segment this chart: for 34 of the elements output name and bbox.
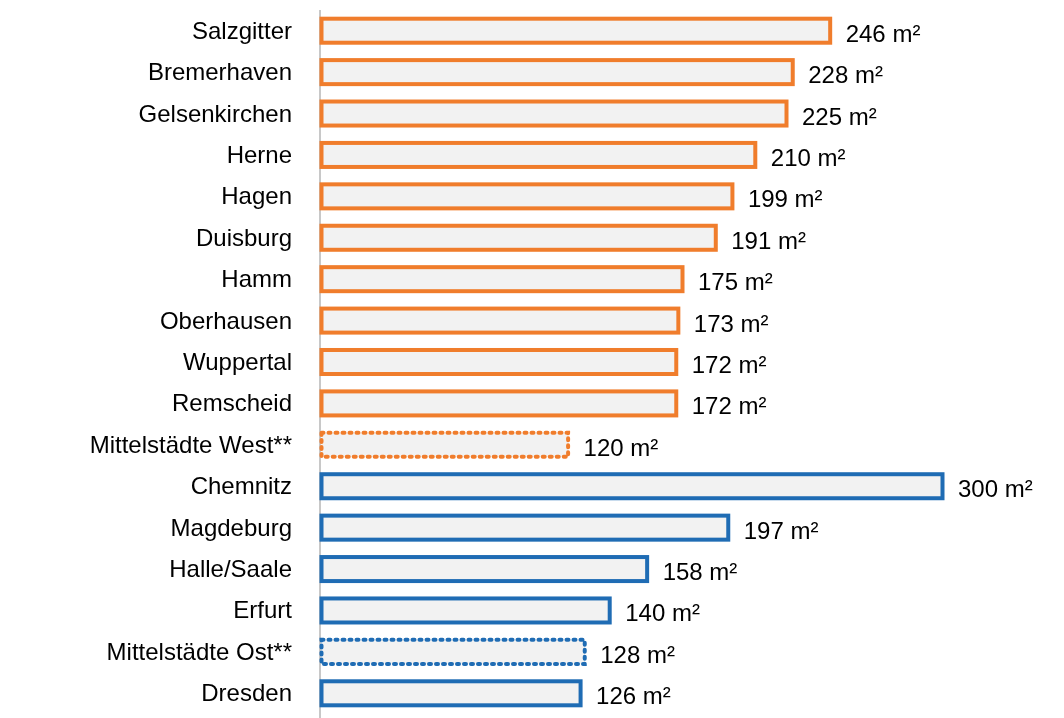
y-tick-label: Halle/Saale: [169, 555, 292, 583]
data-label: 175 m²: [698, 268, 773, 296]
y-tick-label: Herne: [226, 140, 292, 168]
data-label: 199 m²: [747, 185, 823, 213]
y-tick-label: Chemnitz: [190, 472, 292, 500]
data-label: 191 m²: [731, 226, 806, 254]
y-tick-label: Mittelstädte West**: [89, 430, 292, 458]
y-tick-label: Dresden: [201, 679, 292, 707]
data-label: 197 m²: [743, 516, 819, 544]
y-tick-label: Hamm: [221, 265, 292, 293]
y-tick-label: Duisburg: [195, 223, 292, 251]
y-tick-label: Hagen: [221, 182, 292, 210]
data-label: 228 m²: [808, 61, 883, 89]
y-tick-label: Remscheid: [171, 389, 292, 417]
data-label: 128 m²: [600, 640, 675, 668]
data-label: 210 m²: [770, 143, 846, 171]
data-label: 126 m²: [596, 682, 671, 710]
y-tick-label: Wuppertal: [183, 348, 292, 375]
data-label: 246 m²: [845, 19, 921, 47]
y-tick-label: Oberhausen: [159, 306, 292, 334]
data-label: 158 m²: [662, 558, 738, 586]
y-tick-label: Salzgitter: [191, 16, 292, 44]
y-tick-label: Magdeburg: [170, 513, 292, 541]
data-label: 120 m²: [583, 433, 659, 461]
y-tick-label: Bremerhaven: [147, 58, 292, 86]
data-label: 300 m²: [958, 475, 1033, 503]
data-label: 140 m²: [625, 599, 700, 627]
data-label: 225 m²: [802, 102, 877, 130]
data-label: 172 m²: [691, 392, 767, 420]
data-label: 172 m²: [691, 351, 767, 378]
y-tick-label: Mittelstädte Ost**: [106, 637, 292, 665]
y-tick-label: Gelsenkirchen: [138, 99, 292, 127]
y-tick-label: Erfurt: [233, 596, 293, 624]
data-label: 173 m²: [693, 309, 769, 337]
